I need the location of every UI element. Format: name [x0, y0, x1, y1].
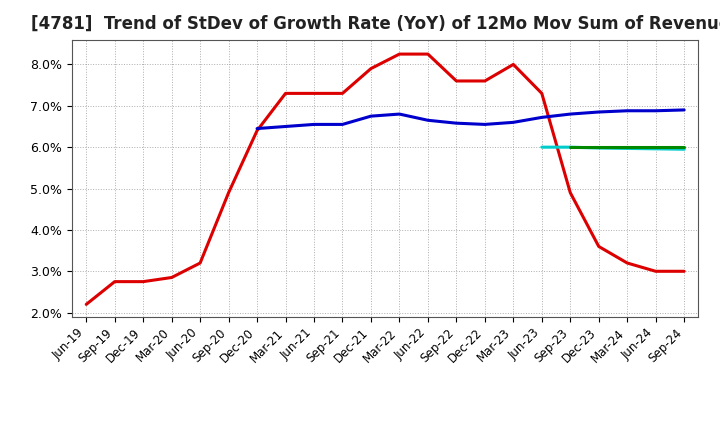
Title: [4781]  Trend of StDev of Growth Rate (YoY) of 12Mo Mov Sum of Revenues: [4781] Trend of StDev of Growth Rate (Yo… [31, 15, 720, 33]
